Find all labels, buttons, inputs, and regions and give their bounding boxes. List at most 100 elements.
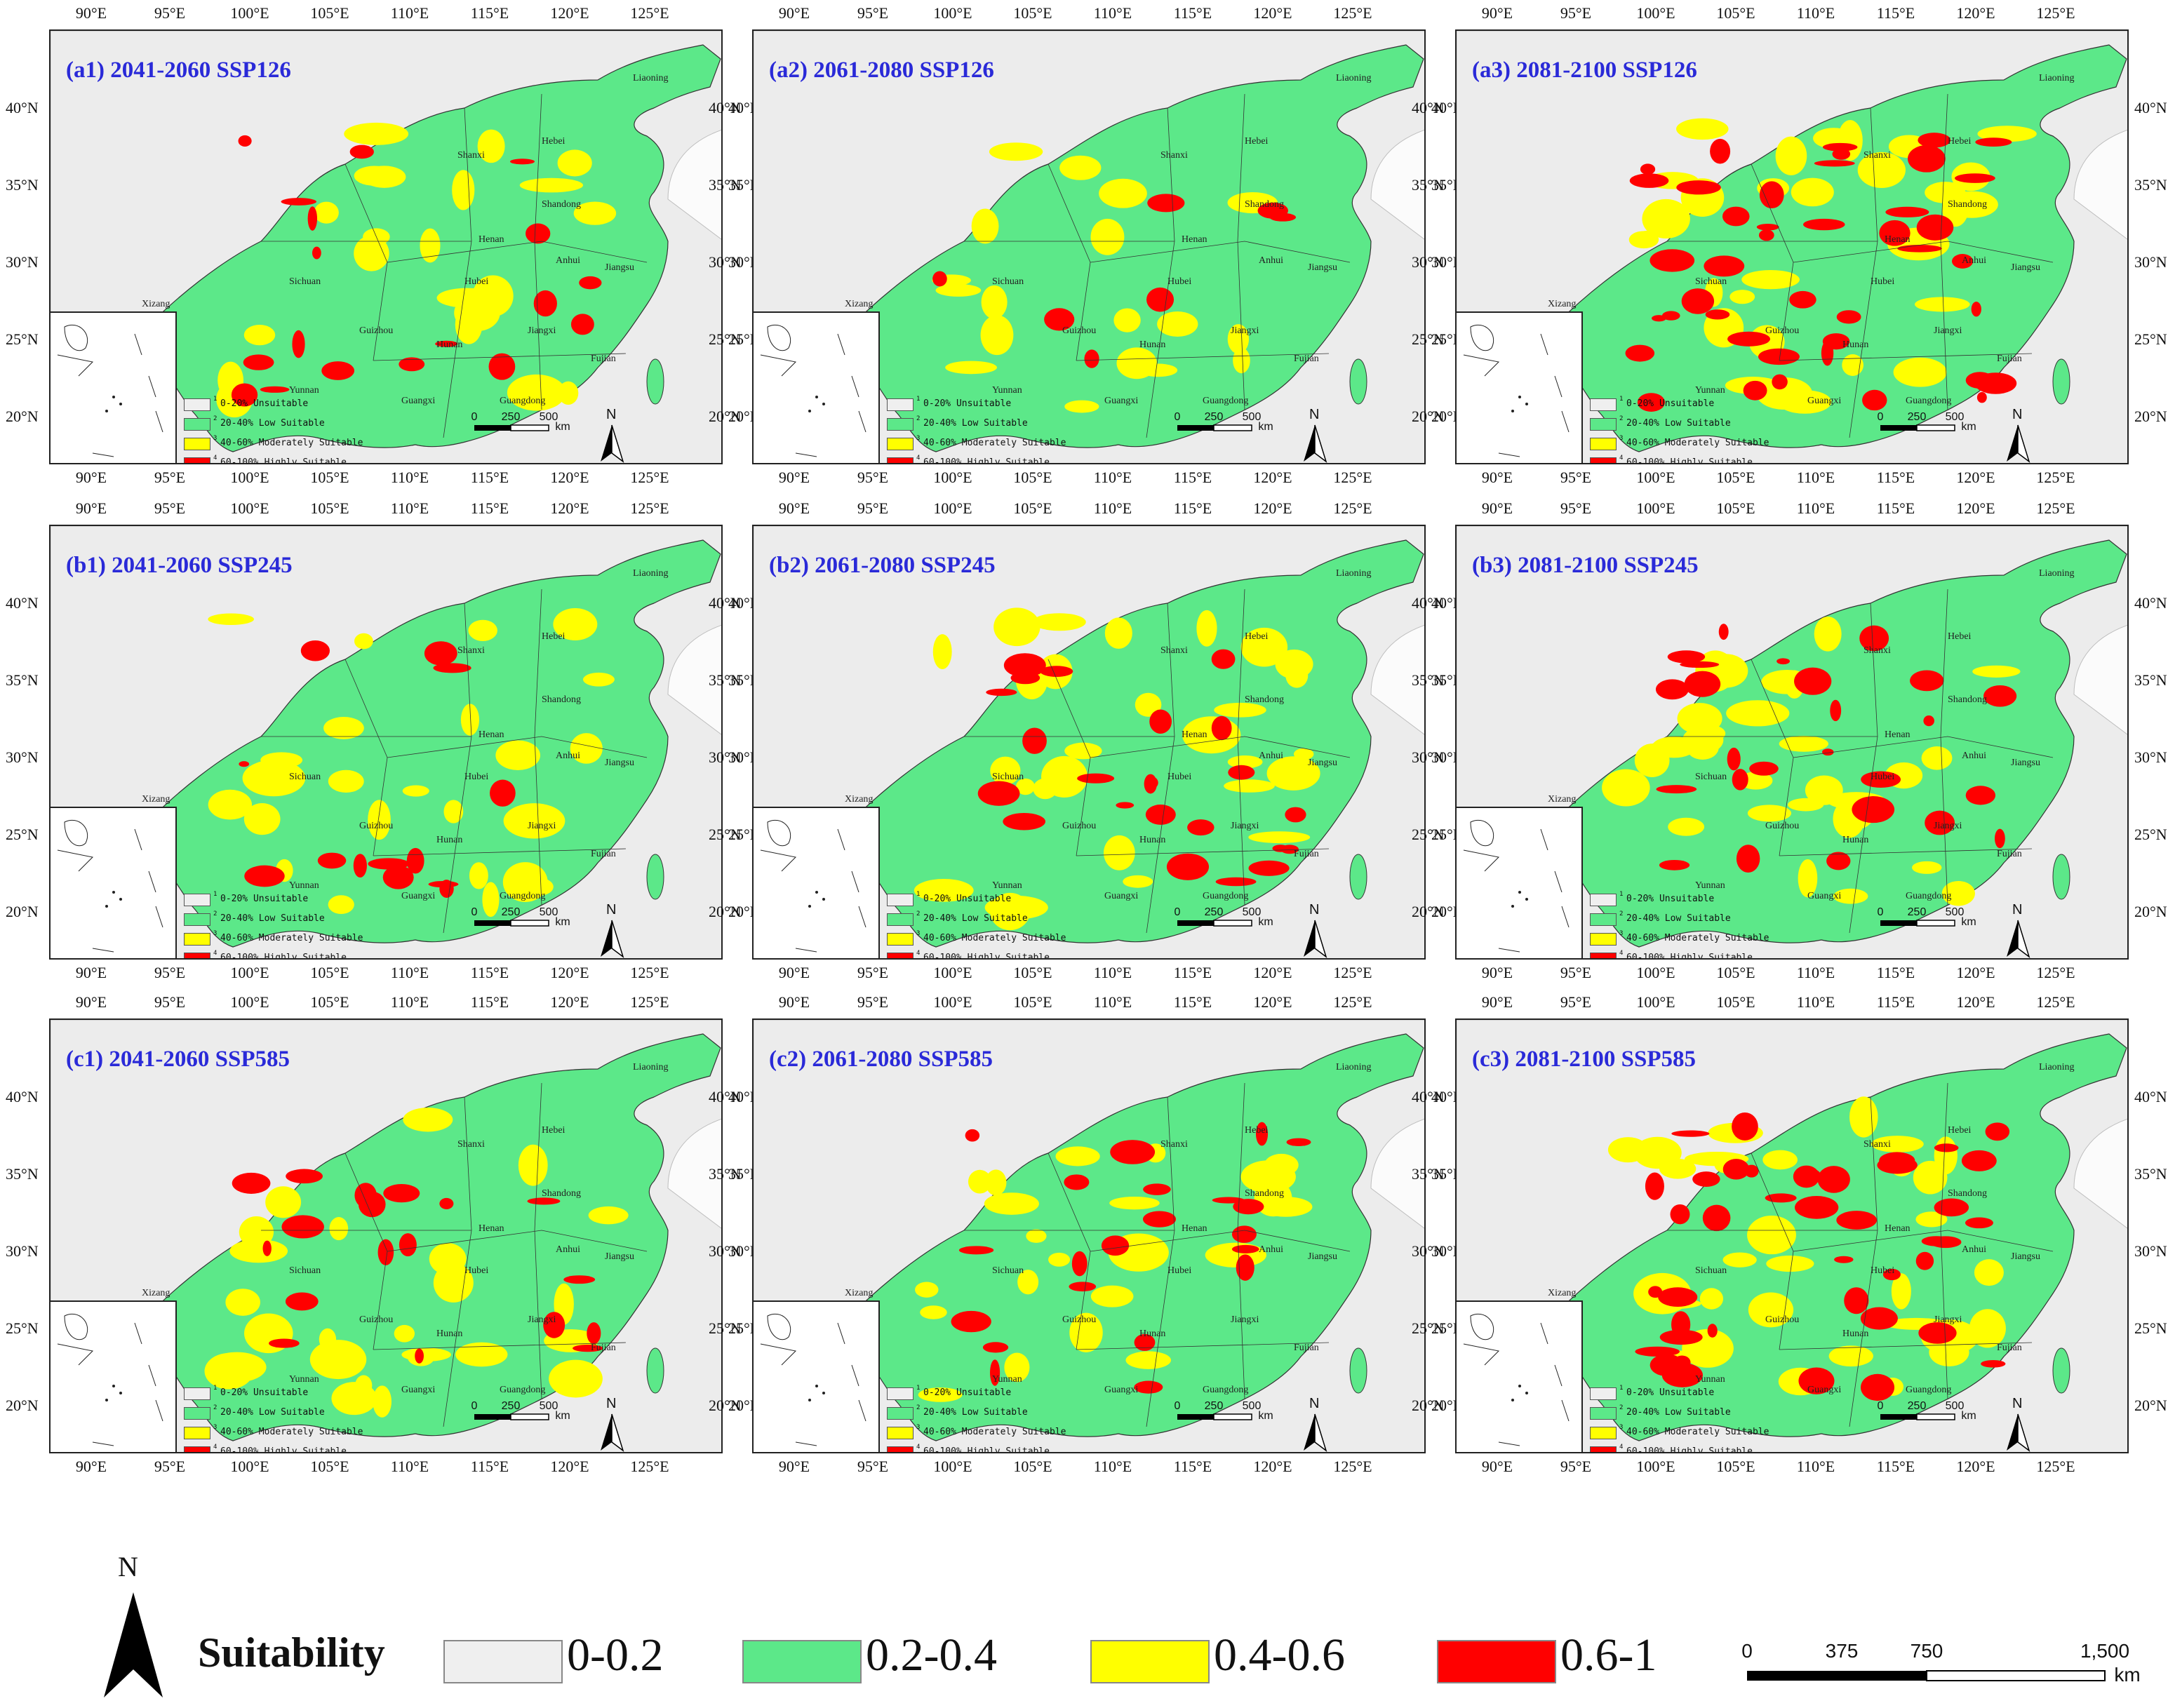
high-suitability-patch <box>1852 796 1895 823</box>
high-suitability-patch <box>1836 310 1861 324</box>
moderate-suitability-patch <box>328 895 354 915</box>
panel-legend-text: 20-40% Low Suitable <box>220 1407 325 1418</box>
longitude-tick-label: 105°E <box>310 993 349 1011</box>
longitude-tick-label: 125°E <box>2036 964 2075 981</box>
longitude-tick-label: 120°E <box>1956 993 1995 1011</box>
panel-legend-swatch <box>887 418 914 431</box>
moderate-suitability-patch <box>477 129 505 163</box>
inset-islands-graphic <box>57 819 163 953</box>
map-panel-a3: Liaoning Hebei Shanxi Shandong Henan Anhui Jia… <box>1412 4 2167 486</box>
inset-islands-graphic <box>57 324 163 457</box>
panel-legend-swatch <box>1590 1387 1617 1400</box>
panel-legend-class: 3 <box>213 435 218 442</box>
high-suitability-patch <box>1101 1235 1130 1256</box>
moderate-suitability-patch <box>443 800 464 823</box>
province-label: Fujian <box>1997 1343 2022 1353</box>
panel-scale-label: 0 <box>1877 411 1884 423</box>
panel-title: (b2) 2061-2080 SSP245 <box>769 553 996 578</box>
province-boundary <box>1940 93 1948 410</box>
high-suitability-patch <box>1187 819 1215 836</box>
longitude-tick-label: 105°E <box>1013 1458 1052 1475</box>
south-china-sea-inset <box>1457 311 1583 463</box>
longitude-tick-label: 110°E <box>390 964 429 981</box>
high-suitability-patch <box>1629 173 1669 188</box>
longitude-tick-label: 115°E <box>1173 4 1212 22</box>
panel-scale-graphic <box>1177 424 1252 431</box>
province-label: Liaoning <box>633 568 669 579</box>
latitude-tick-label: 20°N <box>709 1397 742 1414</box>
panel-scale-label: 0 <box>1174 906 1181 918</box>
province-label: Yunnan <box>992 385 1022 396</box>
province-label: Guangdong <box>1203 396 1249 406</box>
province-label: Liaoning <box>1336 1062 1372 1072</box>
high-suitability-patch <box>563 1275 596 1284</box>
panel-legend-text: 20-40% Low Suitable <box>1626 913 1731 924</box>
high-suitability-patch <box>982 1342 1009 1353</box>
panel-scale-label: 250 <box>1204 411 1224 423</box>
province-label: Anhui <box>556 255 580 266</box>
panel-scale-label: 250 <box>501 411 521 423</box>
province-label: Guangxi <box>401 1385 436 1395</box>
map-frame: Liaoning Hebei Shanxi Shandong Henan Anhui Jia… <box>752 525 1426 960</box>
panel-scale-label: 250 <box>1907 1400 1927 1412</box>
province-label: Liaoning <box>2039 568 2075 579</box>
moderate-suitability-patch <box>1059 155 1102 180</box>
moderate-suitability-patch <box>971 208 999 244</box>
map-panel-c3: Liaoning Hebei Shanxi Shandong Henan Anhui Jia… <box>1412 993 2167 1475</box>
legend-swatch-moderate <box>1090 1640 1210 1683</box>
moderate-suitability-patch <box>1064 400 1099 413</box>
panel-north-arrow: N <box>598 1396 626 1452</box>
high-suitability-patch <box>1231 1225 1257 1243</box>
province-label: Hebei <box>1948 1125 1972 1136</box>
province-label: Hunan <box>1139 339 1166 350</box>
longitude-tick-label: 125°E <box>630 469 669 486</box>
panel-legend-swatch <box>1590 933 1617 946</box>
high-suitability-patch <box>1822 748 1834 756</box>
taiwan-island <box>646 1347 664 1394</box>
longitude-tick-label: 90°E <box>778 964 810 981</box>
province-boundary <box>387 1230 648 1252</box>
high-suitability-patch <box>239 761 250 767</box>
province-label: Xizang <box>845 299 874 309</box>
high-suitability-patch <box>1084 349 1099 368</box>
latitude-tick-label: 20°N <box>6 408 39 425</box>
high-suitability-patch <box>1681 288 1715 314</box>
moderate-suitability-patch <box>968 1169 992 1194</box>
moderate-suitability-patch <box>1857 152 1906 189</box>
province-boundary <box>534 1082 542 1399</box>
longitude-tick-label: 120°E <box>1253 964 1292 981</box>
province-label: Xizang <box>142 299 170 309</box>
longitude-tick-label: 100°E <box>230 964 269 981</box>
panel-legend-swatch <box>184 398 210 411</box>
panel-legend-class: 4 <box>213 1444 218 1451</box>
south-china-sea-inset <box>754 311 880 463</box>
longitude-tick-label: 95°E <box>857 469 889 486</box>
panel-legend-swatch <box>184 1446 210 1452</box>
moderate-suitability-patch <box>243 803 281 835</box>
panel-north-label: N <box>606 407 617 422</box>
panel-legend-swatch <box>887 438 914 450</box>
panel-legend-class: 2 <box>213 415 218 422</box>
main-scale-label: 1,500 <box>2080 1640 2130 1662</box>
province-boundary <box>1090 241 1351 263</box>
panel-legend-swatch <box>1590 913 1617 926</box>
panel-legend-class: 3 <box>213 930 218 937</box>
high-suitability-patch <box>1661 1362 1703 1387</box>
moderate-suitability-patch <box>455 1342 508 1367</box>
taiwan-island <box>1349 854 1367 900</box>
high-suitability-patch <box>1149 709 1172 734</box>
province-label: Liaoning <box>2039 1062 2075 1072</box>
moderate-suitability-patch <box>1293 748 1314 760</box>
moderate-suitability-patch <box>1814 617 1842 652</box>
moderate-suitability-patch <box>207 1352 267 1383</box>
moderate-suitability-patch <box>1227 324 1250 354</box>
longitude-tick-label: 90°E <box>1481 469 1513 486</box>
province-label: Shandong <box>542 694 581 705</box>
panel-legend-class: 3 <box>916 930 921 937</box>
panel-legend-swatch <box>887 457 914 463</box>
moderate-suitability-patch <box>1157 311 1198 337</box>
high-suitability-patch <box>1143 1211 1177 1228</box>
longitude-tick-label: 110°E <box>390 4 429 22</box>
province-label: Fujian <box>1294 1343 1319 1353</box>
panel-legend-text: 0-20% Unsuitable <box>220 398 309 409</box>
